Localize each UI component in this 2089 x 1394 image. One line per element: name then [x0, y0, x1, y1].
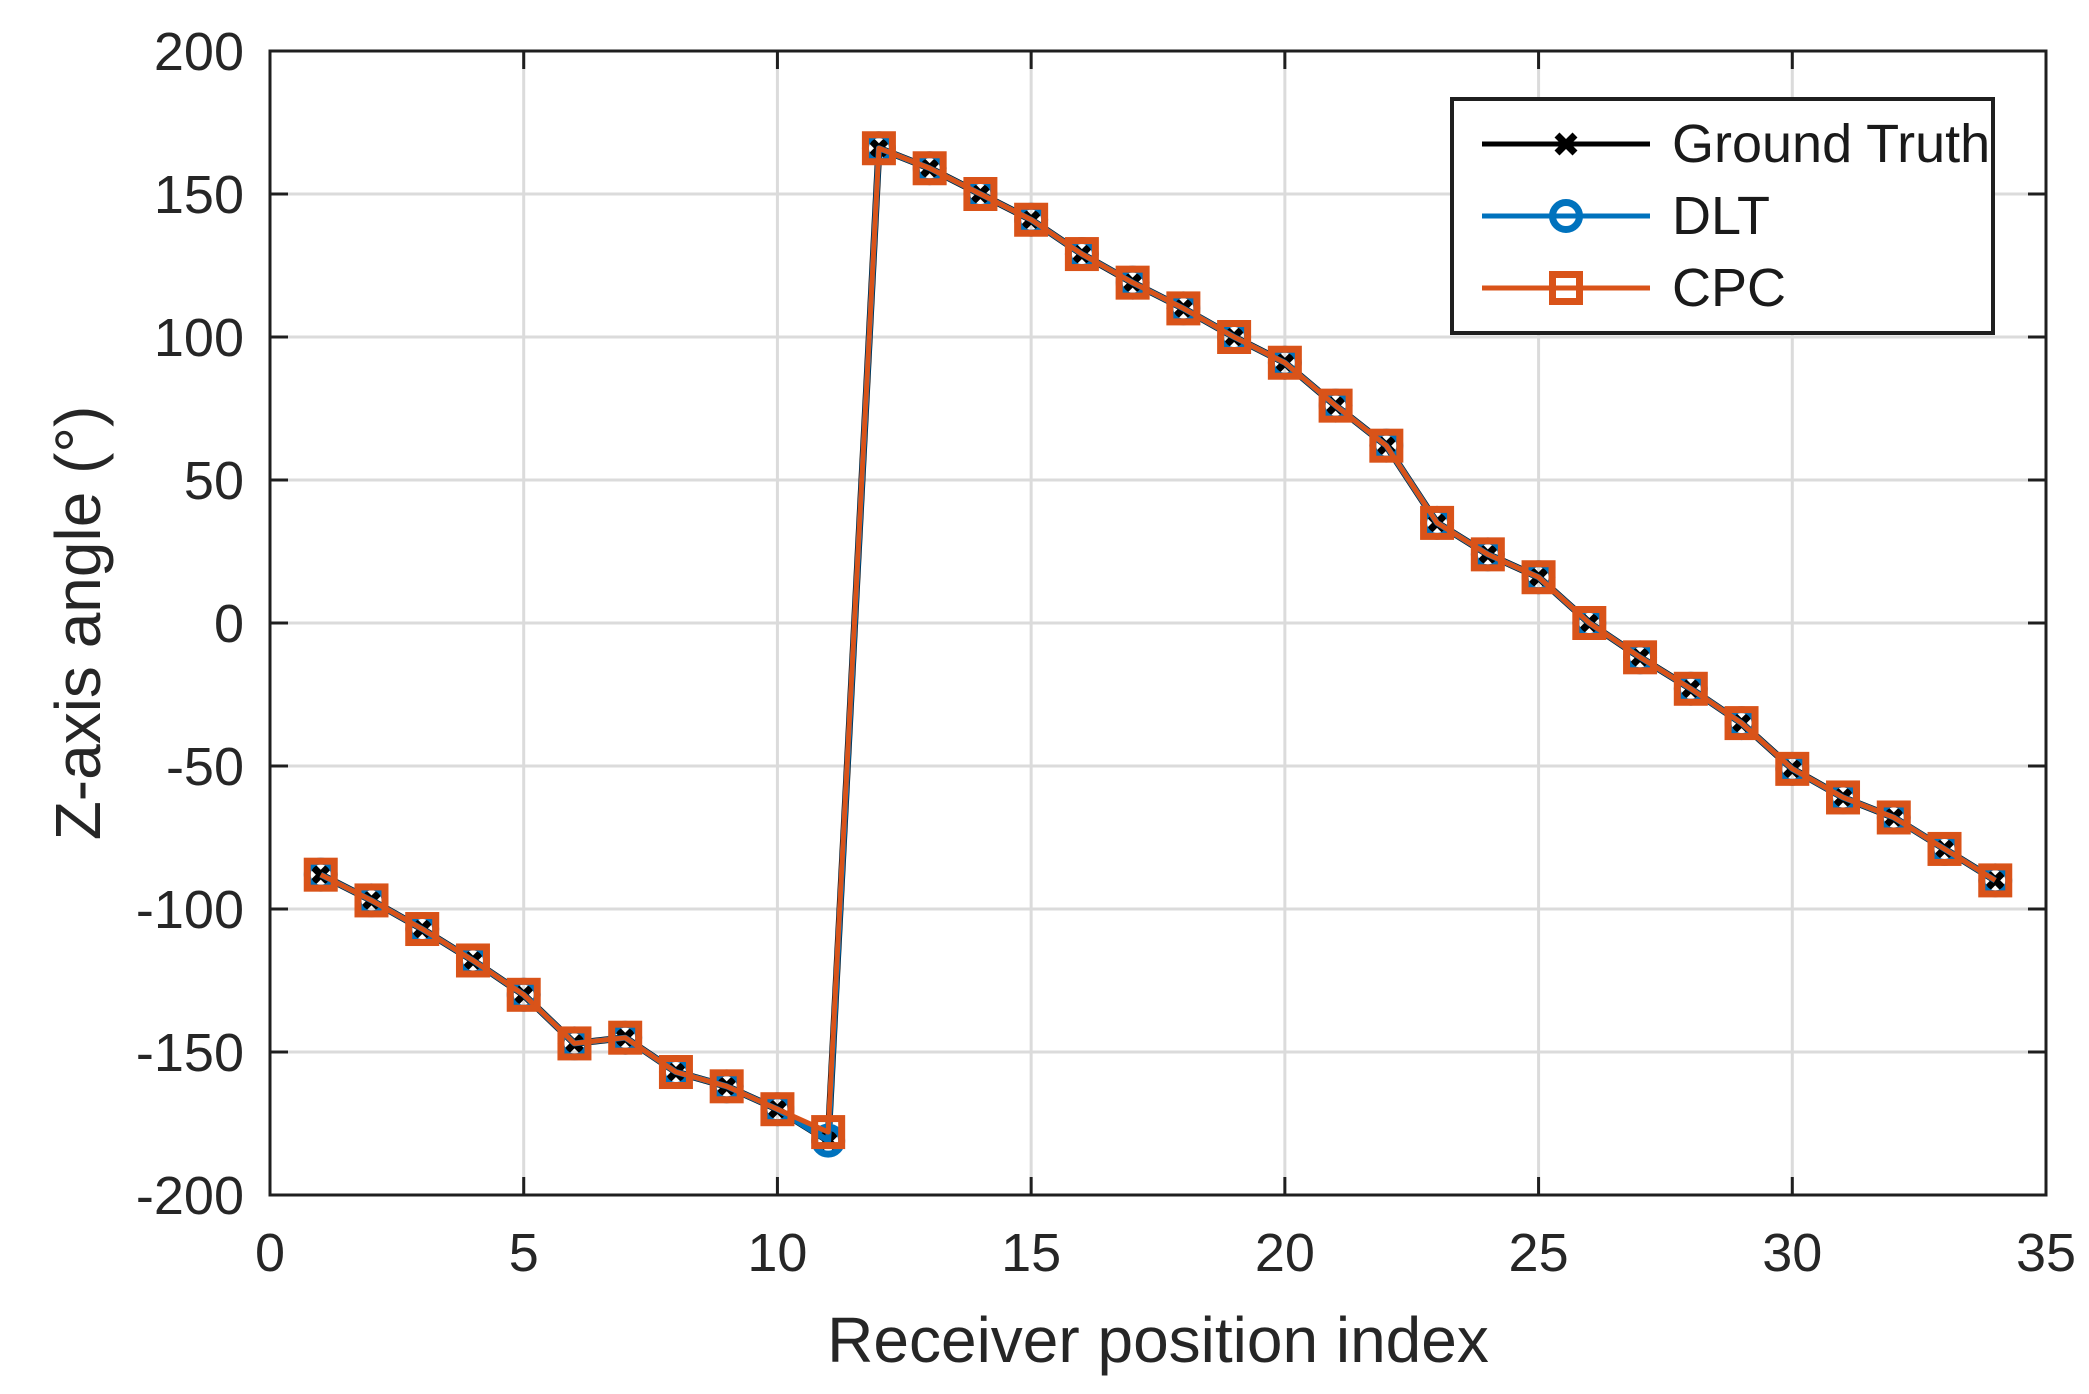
- y-tick-label: 200: [154, 22, 244, 82]
- legend-label-dlt: DLT: [1672, 186, 1771, 246]
- x-tick-label: 15: [1001, 1223, 1061, 1283]
- legend-item-ground-truth: Ground Truth: [1478, 108, 1991, 180]
- y-axis-label: Z-axis angle (°): [42, 405, 114, 841]
- x-tick-label: 20: [1255, 1223, 1315, 1283]
- x-tick-label: 30: [1762, 1223, 1822, 1283]
- legend-label-ground-truth: Ground Truth: [1672, 114, 1991, 174]
- x-tick-label: 25: [1509, 1223, 1569, 1283]
- y-tick-label: -150: [136, 1023, 244, 1083]
- tick-marks: [268, 49, 2048, 1197]
- y-tick-label: 150: [154, 165, 244, 225]
- legend: Ground Truth DLT CPC: [1450, 97, 1995, 335]
- legend-item-dlt: DLT: [1478, 180, 1991, 252]
- legend-label-cpc: CPC: [1672, 258, 1787, 318]
- legend-item-cpc: CPC: [1478, 252, 1991, 324]
- y-tick-label: 0: [214, 594, 244, 654]
- y-tick-labels: -200 -150 -100 -50 0 50 100 150 200: [136, 22, 244, 1226]
- x-tick-label: 0: [255, 1223, 285, 1283]
- y-tick-label: -100: [136, 880, 244, 940]
- x-tick-labels: 0 5 10 15 20 25 30 35: [255, 1223, 2076, 1283]
- cpc-line-square-marker-icon: [1482, 271, 1650, 305]
- y-tick-label: 100: [154, 308, 244, 368]
- x-axis-label: Receiver position index: [827, 1304, 1489, 1376]
- x-tick-label: 35: [2016, 1223, 2076, 1283]
- dlt-line-circle-marker-icon: [1482, 199, 1650, 233]
- x-tick-label: 5: [509, 1223, 539, 1283]
- ground-truth-line-x-marker-icon: [1482, 132, 1650, 156]
- x-tick-label: 10: [747, 1223, 807, 1283]
- y-tick-label: 50: [184, 451, 244, 511]
- y-tick-label: -50: [166, 737, 244, 797]
- y-tick-label: -200: [136, 1166, 244, 1226]
- series-cpc: [303, 131, 2013, 1150]
